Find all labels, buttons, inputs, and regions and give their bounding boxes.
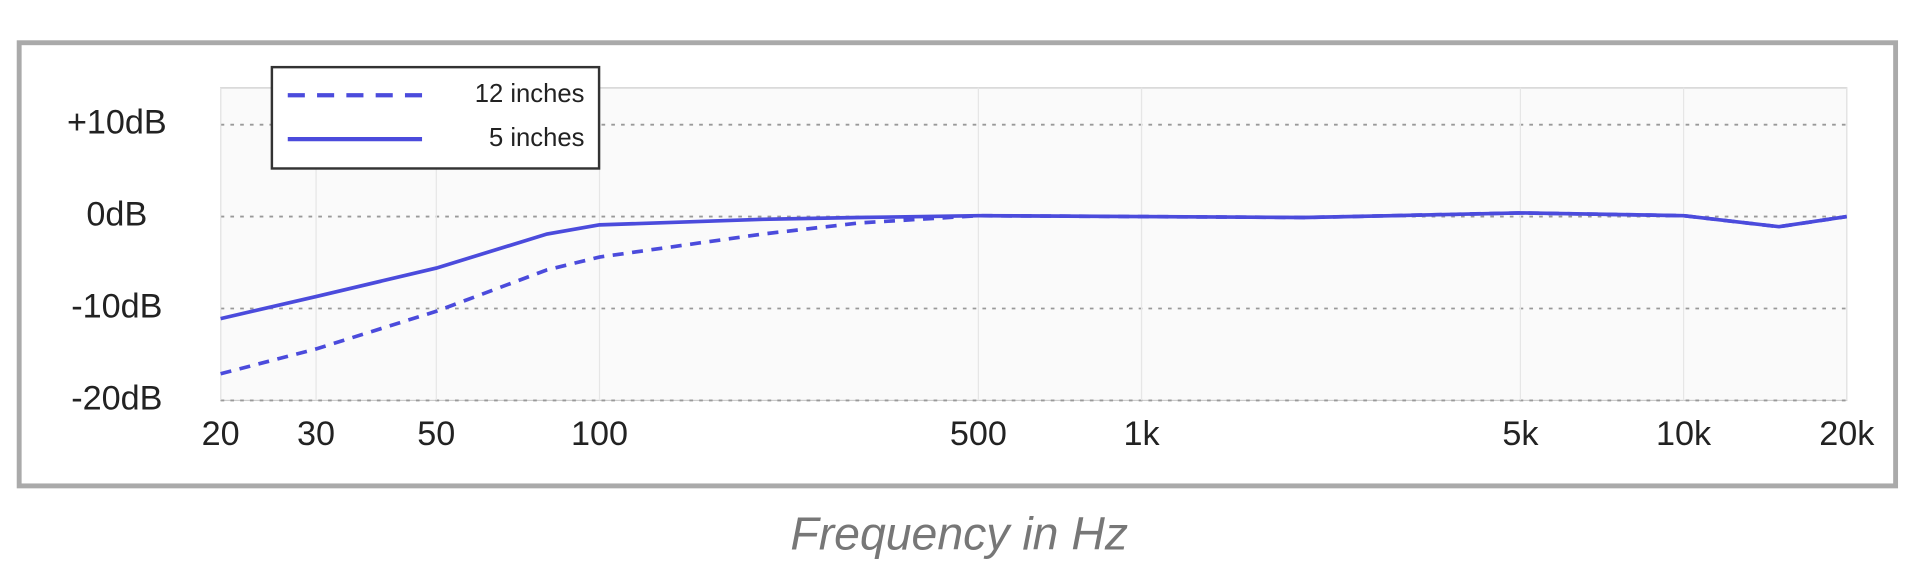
x-tick-label: 500 [950, 415, 1007, 453]
y-tick-label: -20dB [71, 379, 162, 417]
plot-area [220, 87, 1848, 402]
y-tick-label: +10dB [67, 104, 167, 142]
x-tick-label: 20 [202, 415, 240, 453]
x-axis-label: Frequency in Hz [790, 507, 1128, 559]
legend-box [270, 65, 601, 170]
x-tick-label: 20k [1819, 415, 1875, 453]
y-tick-label: 0dB [86, 196, 147, 234]
legend-label: 5 inches [489, 124, 584, 152]
x-tick-label: 100 [571, 415, 628, 453]
x-tick-label: 30 [297, 415, 335, 453]
series-line [220, 211, 1848, 321]
x-tick-label: 50 [417, 415, 455, 453]
x-tick-label: 5k [1502, 415, 1539, 453]
y-tick-label: -10dB [71, 288, 162, 326]
x-tick-label: 1k [1123, 415, 1160, 453]
legend-label: 12 inches [475, 80, 585, 108]
x-tick-label: 10k [1656, 415, 1712, 453]
